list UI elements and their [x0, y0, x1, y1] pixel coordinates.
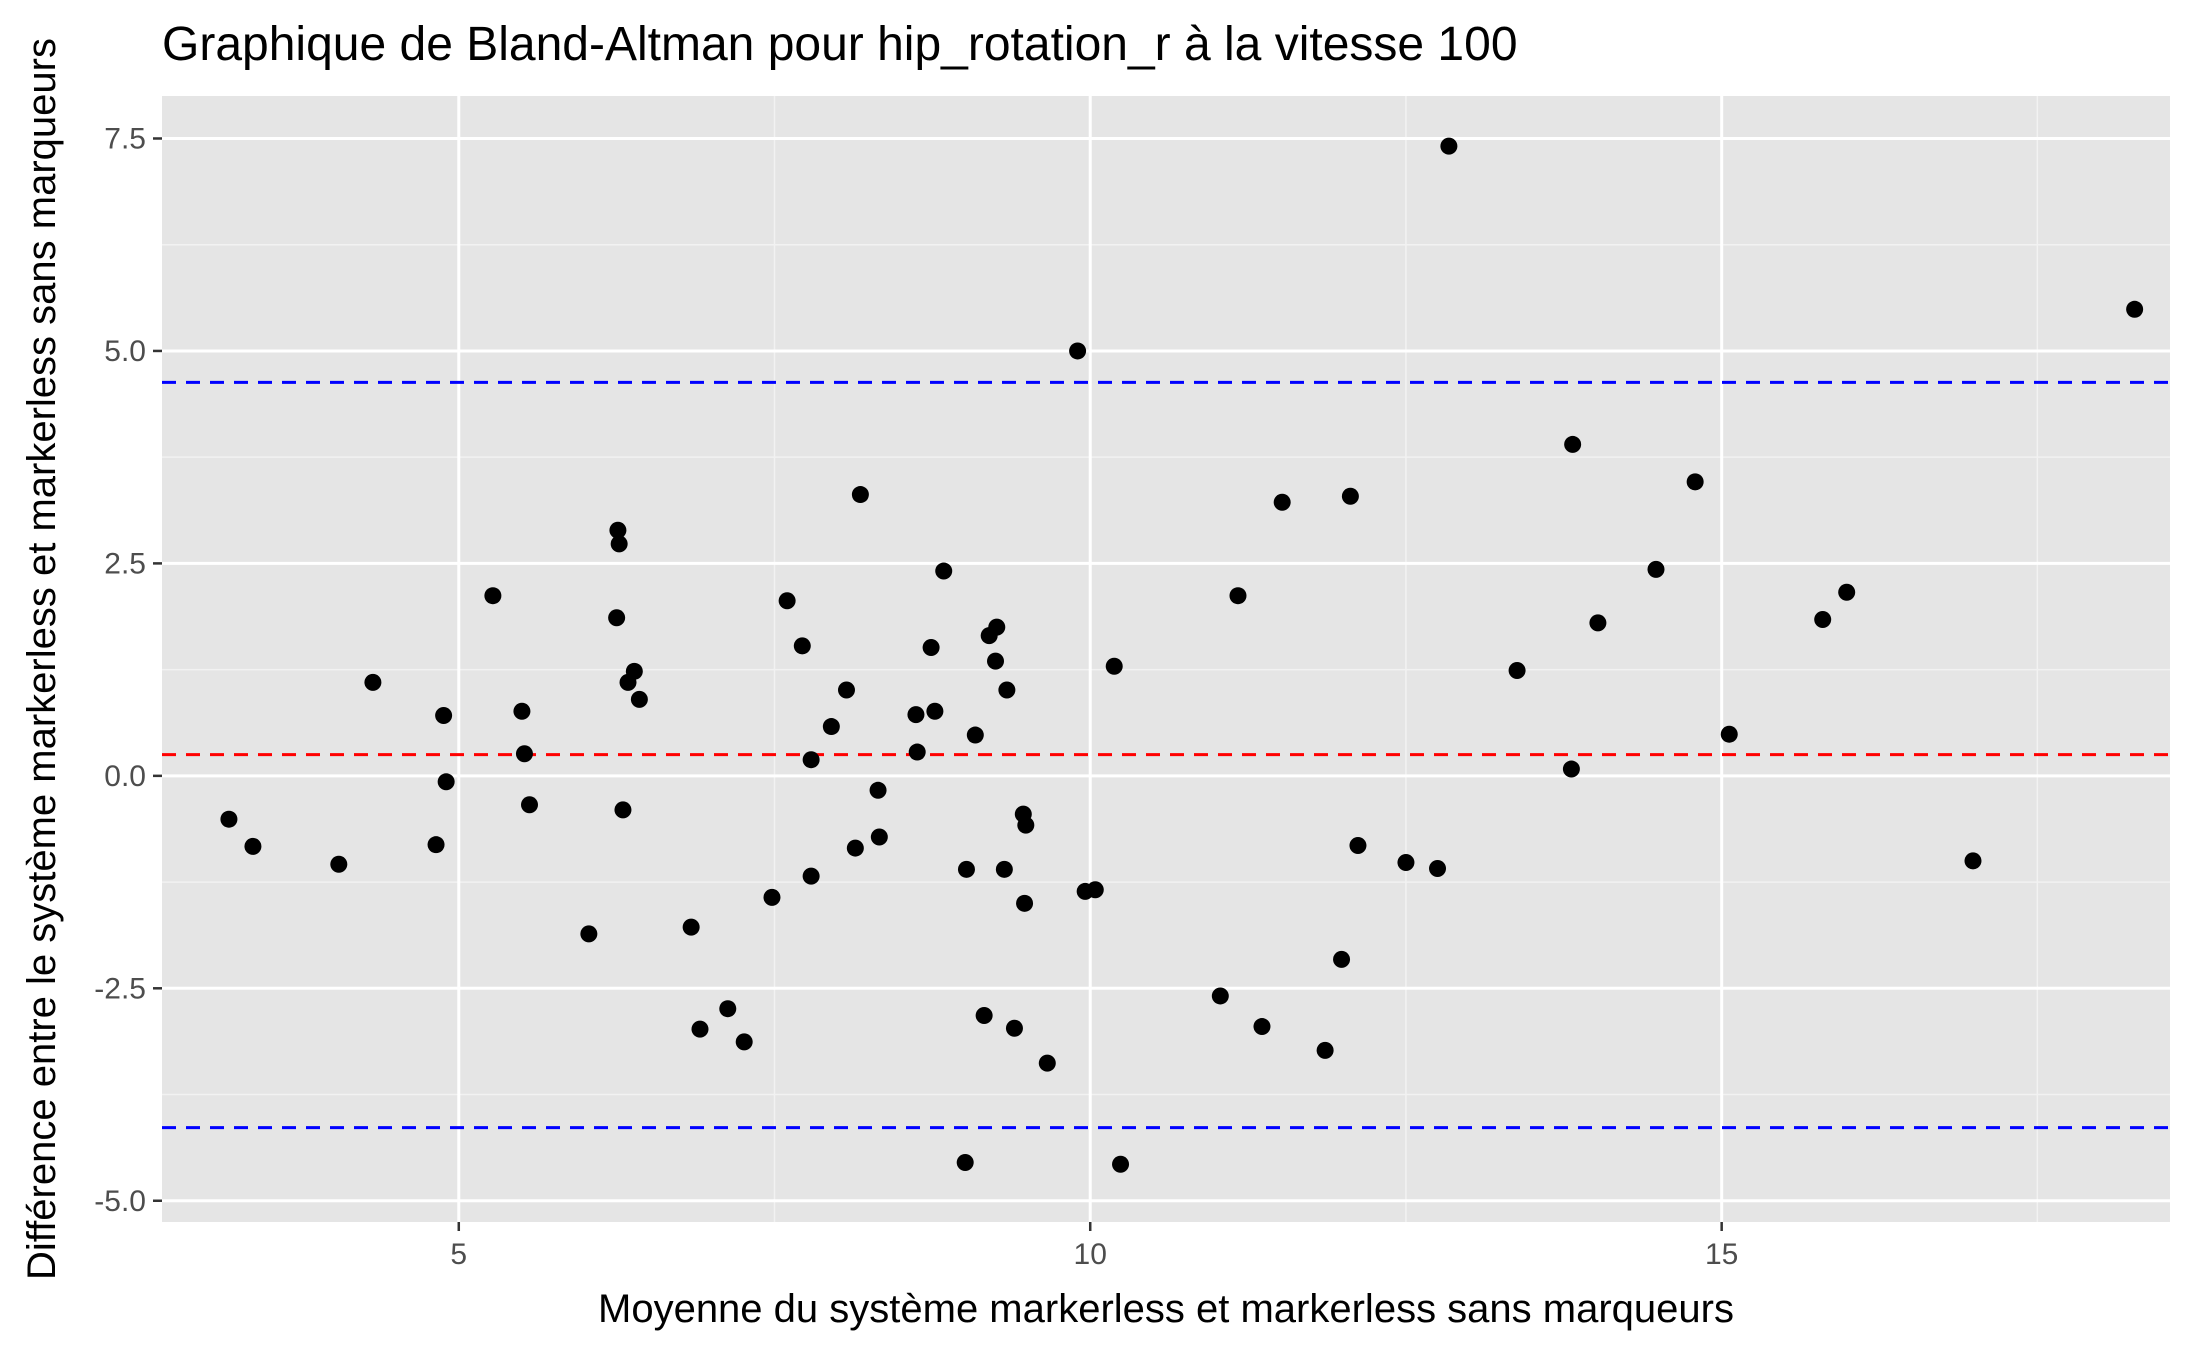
data-point: [364, 673, 382, 691]
data-point: [484, 587, 502, 605]
data-point: [966, 726, 984, 744]
data-point: [1814, 610, 1832, 628]
data-point: [1589, 614, 1607, 632]
data-point: [1647, 560, 1665, 578]
data-point: [802, 751, 820, 769]
data-point: [1253, 1018, 1271, 1036]
data-point: [1429, 859, 1447, 877]
data-point: [580, 925, 598, 943]
data-point: [1838, 583, 1856, 601]
data-point: [691, 1020, 709, 1038]
data-point: [2126, 300, 2144, 318]
data-point: [1086, 881, 1104, 899]
data-point: [1069, 342, 1087, 360]
data-point: [988, 618, 1006, 636]
data-point: [837, 681, 855, 699]
data-point: [1397, 854, 1415, 872]
data-point: [1964, 852, 1982, 870]
data-point: [1316, 1041, 1334, 1059]
data-point: [437, 773, 455, 791]
x-tick-label: 5: [450, 1238, 467, 1271]
data-point: [1112, 1155, 1130, 1173]
chart-title: Graphique de Bland-Altman pour hip_rotat…: [162, 18, 1518, 71]
data-point: [515, 745, 533, 763]
x-axis-ticks: 5 10 15: [450, 1222, 1738, 1271]
x-tick-label: 15: [1705, 1238, 1738, 1271]
data-point: [995, 860, 1013, 878]
y-tick-label: -2.5: [94, 972, 146, 1005]
data-point: [244, 837, 262, 855]
data-point: [956, 1154, 974, 1172]
data-point: [763, 888, 781, 906]
data-point: [851, 486, 869, 504]
data-point: [614, 801, 632, 819]
data-point: [793, 637, 811, 655]
data-point: [1211, 987, 1229, 1005]
data-point: [1016, 894, 1034, 912]
data-point: [609, 521, 627, 539]
data-point: [719, 1000, 737, 1018]
data-point: [1341, 487, 1359, 505]
data-point: [1005, 1019, 1023, 1037]
data-point: [1038, 1054, 1056, 1072]
data-point: [1508, 661, 1526, 679]
data-point: [630, 690, 648, 708]
data-point: [987, 652, 1005, 670]
data-point: [610, 535, 628, 553]
data-point: [1105, 657, 1123, 675]
data-point: [907, 706, 925, 724]
x-axis-title: Moyenne du système markerless et markerl…: [598, 1287, 1734, 1331]
y-tick-label: 7.5: [104, 122, 146, 155]
data-point: [922, 639, 940, 657]
data-point: [822, 718, 840, 736]
data-point: [625, 662, 643, 680]
y-axis-ticks: -5.0 -2.5 0.0 2.5 5.0 7.5: [94, 122, 162, 1218]
data-point: [870, 828, 888, 846]
data-point: [926, 702, 944, 720]
data-point: [1273, 493, 1291, 511]
data-point: [330, 855, 348, 873]
data-point: [1720, 725, 1738, 743]
data-point: [957, 860, 975, 878]
data-point: [1562, 760, 1580, 778]
y-tick-label: 2.5: [104, 547, 146, 580]
data-point: [975, 1006, 993, 1024]
data-point: [1564, 435, 1582, 453]
minor-grid: [162, 96, 2170, 1222]
data-point: [1440, 137, 1458, 155]
data-point: [735, 1033, 753, 1051]
data-point: [1229, 587, 1247, 605]
data-point: [998, 681, 1016, 699]
data-point: [435, 707, 453, 725]
data-point: [521, 796, 539, 814]
y-axis-title: Différence entre le système markerless e…: [20, 38, 64, 1280]
data-point: [1017, 816, 1035, 834]
data-point: [869, 781, 887, 799]
y-tick-label: 5.0: [104, 335, 146, 368]
data-point: [778, 592, 796, 610]
y-tick-label: 0.0: [104, 760, 146, 793]
data-point: [1349, 837, 1367, 855]
data-point: [802, 867, 820, 885]
major-grid: [162, 96, 2170, 1222]
data-point: [682, 918, 700, 936]
data-point: [1333, 950, 1351, 968]
data-point: [608, 609, 626, 627]
x-tick-label: 10: [1074, 1238, 1107, 1271]
y-tick-label: -5.0: [94, 1185, 146, 1218]
data-points: [220, 137, 2144, 1173]
data-point: [427, 836, 445, 854]
data-point: [220, 810, 238, 828]
plot-panel: [162, 96, 2170, 1222]
data-point: [908, 743, 926, 761]
data-point: [935, 562, 953, 580]
data-point: [846, 839, 864, 857]
data-point: [1686, 473, 1704, 491]
data-point: [513, 702, 531, 720]
